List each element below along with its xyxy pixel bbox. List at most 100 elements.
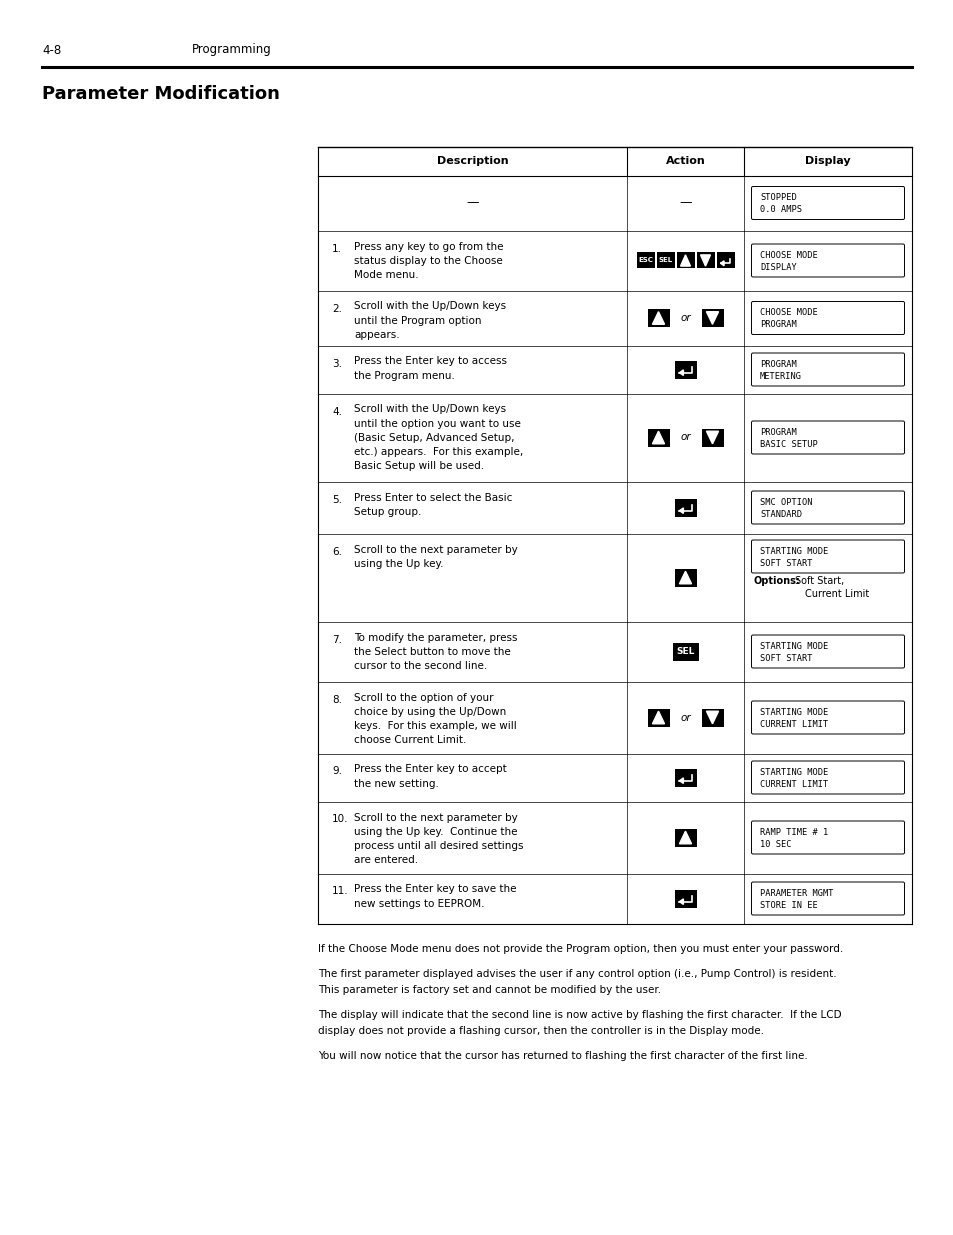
- Text: display does not provide a flashing cursor, then the controller is in the Displa: display does not provide a flashing curs…: [317, 1026, 763, 1036]
- Text: DISPLAY: DISPLAY: [760, 263, 796, 272]
- Text: Press Enter to select the Basic: Press Enter to select the Basic: [354, 493, 512, 503]
- Text: METERING: METERING: [760, 372, 801, 380]
- Bar: [647, 429, 669, 447]
- Text: keys.  For this example, we will: keys. For this example, we will: [354, 721, 517, 731]
- Text: CURRENT LIMIT: CURRENT LIMIT: [760, 720, 827, 729]
- Text: or: or: [679, 312, 690, 324]
- Bar: [674, 499, 696, 516]
- FancyBboxPatch shape: [751, 821, 903, 853]
- Text: Mode menu.: Mode menu.: [354, 270, 418, 280]
- Polygon shape: [679, 778, 682, 783]
- Polygon shape: [652, 311, 664, 325]
- FancyBboxPatch shape: [751, 701, 903, 734]
- Text: 10 SEC: 10 SEC: [760, 840, 791, 848]
- Bar: [674, 889, 696, 908]
- Bar: [656, 252, 674, 268]
- Text: Parameter Modification: Parameter Modification: [42, 85, 279, 103]
- Bar: [696, 252, 714, 268]
- Bar: [674, 768, 696, 787]
- Text: SOFT START: SOFT START: [760, 558, 812, 568]
- Text: Scroll with the Up/Down keys: Scroll with the Up/Down keys: [354, 405, 506, 415]
- Bar: [674, 829, 696, 846]
- Text: choice by using the Up/Down: choice by using the Up/Down: [354, 706, 506, 716]
- Bar: [700, 309, 722, 327]
- Text: STOPPED: STOPPED: [760, 193, 796, 203]
- Text: Scroll to the option of your: Scroll to the option of your: [354, 693, 493, 703]
- Text: STARTING MODE: STARTING MODE: [760, 642, 827, 651]
- Text: 7.: 7.: [332, 635, 341, 645]
- Text: the new setting.: the new setting.: [354, 779, 438, 789]
- Bar: [700, 709, 722, 726]
- FancyBboxPatch shape: [751, 245, 903, 277]
- Text: SEL: SEL: [676, 647, 694, 656]
- Text: Scroll to the next parameter by: Scroll to the next parameter by: [354, 813, 517, 823]
- Text: STANDARD: STANDARD: [760, 510, 801, 519]
- Text: the Program menu.: the Program menu.: [354, 370, 455, 380]
- Text: 10.: 10.: [332, 815, 348, 825]
- FancyBboxPatch shape: [751, 761, 903, 794]
- Polygon shape: [706, 311, 718, 325]
- Text: appears.: appears.: [354, 330, 399, 340]
- Polygon shape: [679, 254, 690, 266]
- Bar: [674, 568, 696, 587]
- Text: SEL: SEL: [658, 258, 672, 263]
- Text: If the Choose Mode menu does not provide the Program option, then you must enter: If the Choose Mode menu does not provide…: [317, 944, 842, 953]
- Polygon shape: [679, 369, 682, 375]
- Text: SOFT START: SOFT START: [760, 653, 812, 663]
- Text: STARTING MODE: STARTING MODE: [760, 547, 827, 556]
- Polygon shape: [720, 261, 723, 266]
- FancyBboxPatch shape: [751, 353, 903, 387]
- Text: or: or: [679, 432, 690, 442]
- Text: Options:: Options:: [752, 576, 799, 585]
- Text: The display will indicate that the second line is now active by flashing the fir: The display will indicate that the secon…: [317, 1010, 841, 1020]
- Text: The first parameter displayed advises the user if any control option (i.e., Pump: The first parameter displayed advises th…: [317, 968, 836, 979]
- FancyBboxPatch shape: [751, 635, 903, 668]
- Text: Setup group.: Setup group.: [354, 506, 421, 516]
- Text: To modify the parameter, press: To modify the parameter, press: [354, 632, 517, 642]
- Text: Description: Description: [436, 157, 508, 167]
- Text: etc.) appears.  For this example,: etc.) appears. For this example,: [354, 447, 522, 457]
- Polygon shape: [679, 899, 682, 904]
- Text: Display: Display: [804, 157, 850, 167]
- Text: PROGRAM: PROGRAM: [760, 359, 796, 368]
- Text: ESC: ESC: [638, 258, 652, 263]
- Bar: [676, 252, 694, 268]
- Text: are entered.: are entered.: [354, 855, 417, 864]
- Text: 4.: 4.: [332, 406, 341, 416]
- Text: Current Limit: Current Limit: [804, 589, 868, 599]
- Text: Soft Start,: Soft Start,: [794, 576, 843, 585]
- Text: PARAMETER MGMT: PARAMETER MGMT: [760, 889, 833, 898]
- Text: 11.: 11.: [332, 887, 348, 897]
- Text: 3.: 3.: [332, 358, 341, 368]
- Text: RAMP TIME # 1: RAMP TIME # 1: [760, 827, 827, 836]
- Bar: [672, 642, 698, 661]
- Text: or: or: [679, 713, 690, 722]
- Text: Press the Enter key to save the: Press the Enter key to save the: [354, 884, 516, 894]
- Text: until the Program option: until the Program option: [354, 316, 481, 326]
- Text: process until all desired settings: process until all desired settings: [354, 841, 523, 851]
- Polygon shape: [652, 431, 664, 443]
- Text: 1.: 1.: [332, 243, 341, 253]
- FancyBboxPatch shape: [751, 492, 903, 524]
- Text: BASIC SETUP: BASIC SETUP: [760, 440, 817, 448]
- Polygon shape: [679, 508, 682, 514]
- Text: —: —: [466, 196, 478, 210]
- Bar: [674, 361, 696, 378]
- Polygon shape: [706, 431, 718, 443]
- Text: This parameter is factory set and cannot be modified by the user.: This parameter is factory set and cannot…: [317, 984, 660, 994]
- Text: 0.0 AMPS: 0.0 AMPS: [760, 205, 801, 214]
- Text: PROGRAM: PROGRAM: [760, 320, 796, 329]
- Text: 4-8: 4-8: [42, 43, 61, 57]
- Text: (Basic Setup, Advanced Setup,: (Basic Setup, Advanced Setup,: [354, 433, 514, 443]
- Text: 9.: 9.: [332, 767, 341, 777]
- FancyBboxPatch shape: [751, 301, 903, 335]
- Text: using the Up key.: using the Up key.: [354, 558, 443, 568]
- Text: Press the Enter key to access: Press the Enter key to access: [354, 357, 506, 367]
- Text: Basic Setup will be used.: Basic Setup will be used.: [354, 462, 483, 472]
- Text: Press the Enter key to accept: Press the Enter key to accept: [354, 764, 506, 774]
- Text: Scroll to the next parameter by: Scroll to the next parameter by: [354, 545, 517, 555]
- Text: choose Current Limit.: choose Current Limit.: [354, 735, 466, 745]
- Polygon shape: [706, 711, 718, 724]
- Text: the Select button to move the: the Select button to move the: [354, 647, 510, 657]
- Text: Press any key to go from the: Press any key to go from the: [354, 242, 503, 252]
